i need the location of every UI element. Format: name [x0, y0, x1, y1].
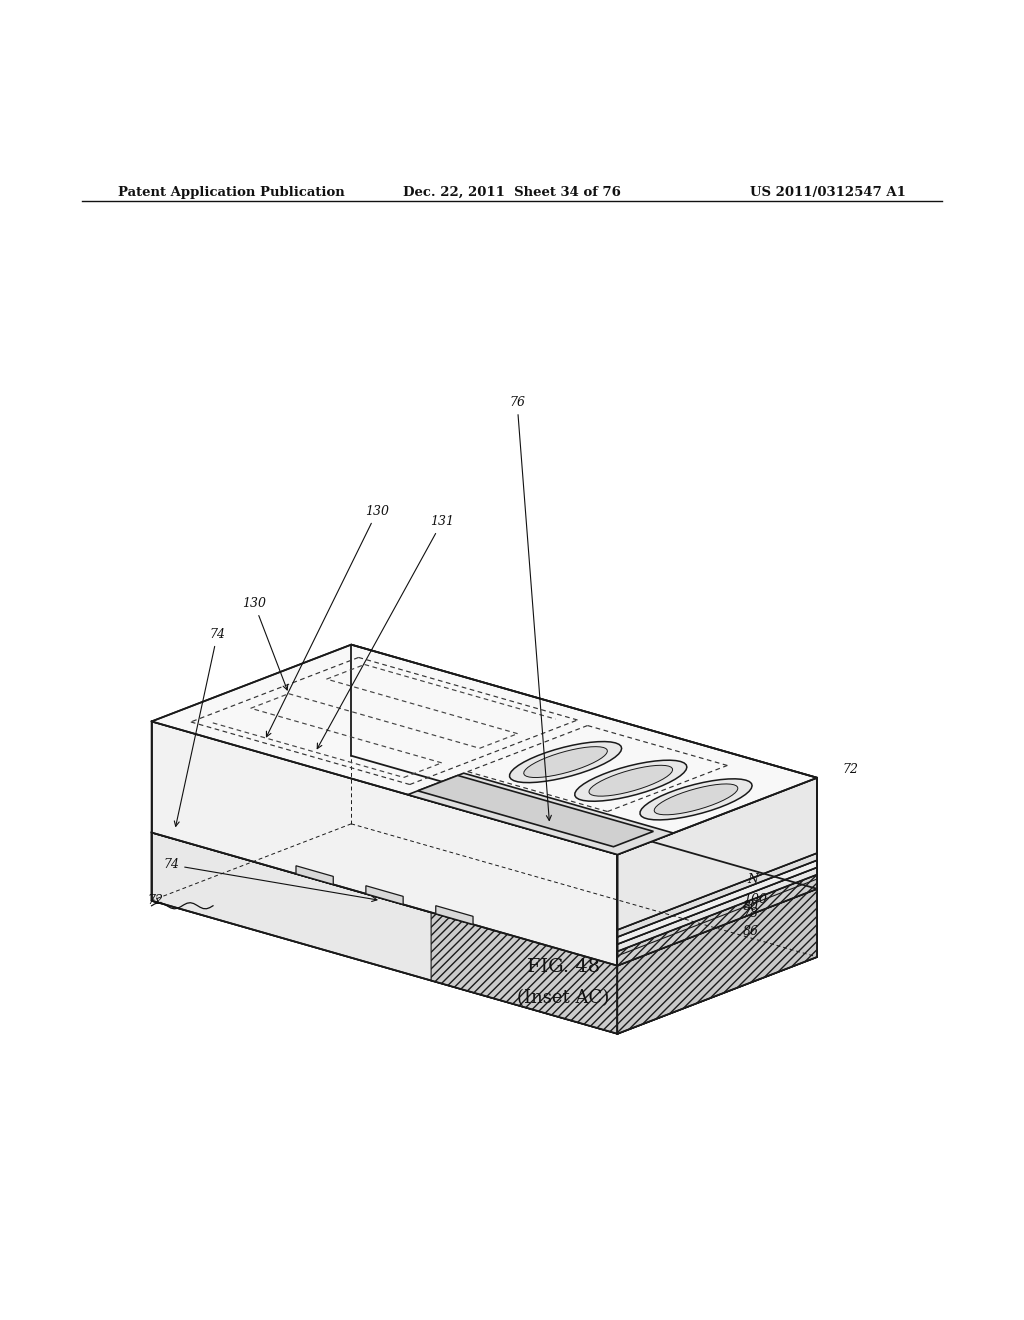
Polygon shape: [152, 833, 617, 1034]
Polygon shape: [617, 875, 817, 966]
Text: 74: 74: [163, 858, 377, 902]
Text: 86: 86: [743, 925, 759, 939]
Text: 72: 72: [147, 894, 164, 907]
Text: 72: 72: [843, 763, 859, 776]
Polygon shape: [152, 756, 817, 966]
Text: Patent Application Publication: Patent Application Publication: [118, 186, 344, 199]
Polygon shape: [617, 888, 817, 1034]
Polygon shape: [366, 886, 403, 904]
Text: 80: 80: [743, 900, 759, 912]
Text: 74: 74: [174, 628, 225, 826]
Text: FIG. 48: FIG. 48: [526, 958, 600, 977]
Polygon shape: [589, 766, 673, 796]
Polygon shape: [152, 644, 817, 854]
Polygon shape: [617, 867, 817, 952]
Text: (Inset AC): (Inset AC): [517, 989, 609, 1007]
Polygon shape: [418, 775, 653, 846]
Polygon shape: [617, 777, 817, 929]
Text: 78: 78: [743, 907, 759, 920]
Polygon shape: [436, 906, 473, 924]
Polygon shape: [523, 747, 607, 777]
Text: 130: 130: [266, 506, 389, 737]
Text: US 2011/0312547 A1: US 2011/0312547 A1: [751, 186, 906, 199]
Polygon shape: [296, 866, 333, 884]
Polygon shape: [617, 888, 817, 1034]
Text: 76: 76: [509, 396, 551, 821]
Polygon shape: [574, 760, 687, 801]
Polygon shape: [617, 861, 817, 944]
Polygon shape: [617, 879, 817, 966]
Text: Dec. 22, 2011  Sheet 34 of 76: Dec. 22, 2011 Sheet 34 of 76: [403, 186, 621, 199]
Polygon shape: [408, 774, 674, 854]
Polygon shape: [617, 853, 817, 937]
Text: 131: 131: [317, 515, 454, 748]
Polygon shape: [510, 742, 622, 783]
Text: N: N: [748, 874, 758, 886]
Polygon shape: [152, 722, 617, 966]
Polygon shape: [640, 779, 752, 820]
Text: 130: 130: [243, 597, 288, 690]
Polygon shape: [431, 912, 617, 1034]
Polygon shape: [654, 784, 738, 814]
Polygon shape: [617, 888, 817, 1034]
Polygon shape: [152, 833, 617, 1034]
Text: 100: 100: [743, 892, 767, 906]
